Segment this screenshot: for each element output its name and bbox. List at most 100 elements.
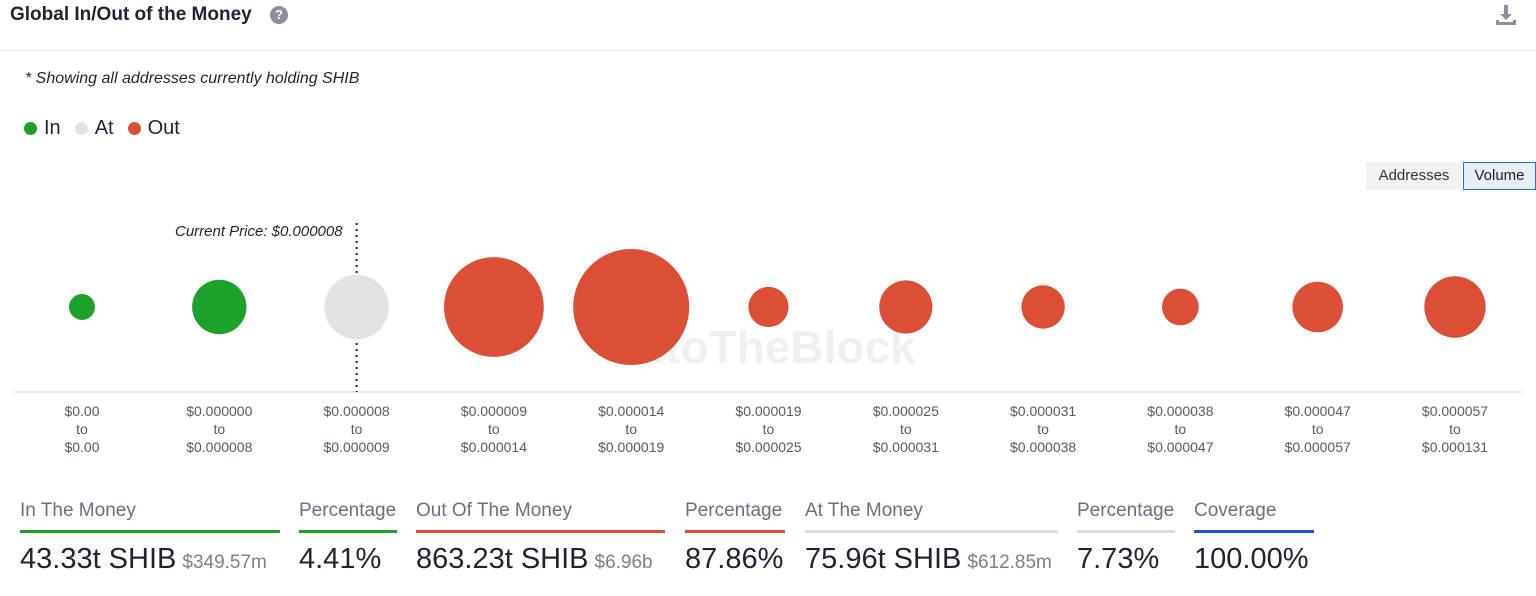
stat-block: Percentage 7.73% [1077,498,1175,576]
stat-value: 7.73% [1077,543,1175,576]
stat-label: At The Money [805,500,923,521]
stat-block: Coverage 100.00% [1194,498,1314,576]
stat-value: 75.96t SHIB $612.85m [805,543,1058,576]
tick-label-to-word: to [1449,421,1461,437]
stat-block: Out Of The Money 863.23t SHIB $6.96b [416,498,665,576]
tick-label-from: $0.000047 [1285,403,1351,419]
stat-main-value: 100.00% [1194,543,1309,575]
stat-main-value: 7.73% [1077,543,1160,575]
stat-label: Percentage [685,500,783,521]
stat-underline [1077,530,1175,533]
stat-block: Percentage 4.41% [299,498,397,576]
stat-block: In The Money 43.33t SHIB $349.57m [20,498,280,576]
legend-label-out: Out [147,117,180,139]
tick-label-from: $0.000038 [1147,403,1213,419]
tick-label-from: $0.000057 [1422,403,1488,419]
bubble-out[interactable] [573,249,690,365]
page-title: Global In/Out of the Money [10,4,252,25]
chart-header: Global In/Out of the Money ? [0,0,1536,51]
tick-label-from: $0.000025 [873,403,939,419]
tick-label-to: $0.000008 [186,439,252,455]
tick-label-to-word: to [1312,421,1324,437]
current-price-label: Current Price: $0.000008 [175,223,343,240]
legend: In At Out [24,117,194,140]
stat-label: Percentage [1077,500,1175,521]
bubble-out[interactable] [748,286,789,328]
tick-label-from: $0.000031 [1010,403,1076,419]
legend-dot-in [24,122,37,135]
legend-dot-at [74,122,88,135]
stat-label: In The Money [20,500,136,521]
tick-label-from: $0.00 [64,403,99,419]
stat-value: 4.41% [299,543,397,576]
bubble-out[interactable] [444,257,544,357]
tick-label-to: $0.000131 [1422,439,1488,455]
tick-label-from: $0.000008 [324,403,390,419]
tick-label-to-word: to [488,421,500,437]
stat-value: 43.33t SHIB $349.57m [20,543,280,576]
tick-label-to: $0.000057 [1285,439,1351,455]
volume-toggle-button[interactable]: Volume [1463,162,1536,190]
tick-label-to-word: to [351,421,363,437]
stat-value: 87.86% [685,543,785,576]
tick-label-to-word: to [763,421,775,437]
legend-item-in[interactable]: In [24,117,61,140]
bubble-in[interactable] [69,294,95,320]
stat-block: Percentage 87.86% [685,498,785,576]
stat-usd-value: $349.57m [182,552,267,573]
legend-dot-out [127,122,141,135]
bubble-in[interactable] [192,279,247,335]
holding-note: * Showing all addresses currently holdin… [25,70,360,87]
legend-label-at: At [94,117,114,139]
stat-main-value: 43.33t SHIB [20,543,177,575]
tick-label-to: $0.000038 [1010,439,1076,455]
tick-label-from: $0.000009 [461,403,527,419]
stats-row: In The Money 43.33t SHIB $349.57m Percentag… [0,498,1536,596]
tick-label-from: $0.000014 [598,403,664,419]
stat-label: Percentage [299,500,397,521]
help-circle-icon[interactable]: ? [270,6,288,24]
addresses-toggle-button[interactable]: Addresses [1366,162,1462,190]
bubble-out[interactable] [879,280,933,334]
tick-label-from: $0.000000 [186,403,252,419]
download-icon[interactable] [1494,3,1518,27]
legend-item-out[interactable]: Out [127,117,180,140]
tick-label-to-word: to [900,421,912,437]
legend-label-in: In [44,117,61,139]
tick-label-to: $0.000031 [873,439,939,455]
stat-label: Coverage [1194,500,1277,521]
stat-main-value: 863.23t SHIB [416,543,589,575]
stat-underline [20,530,280,533]
tick-label-from: $0.000019 [735,403,801,419]
stat-main-value: 75.96t SHIB [805,543,962,575]
tick-label-to: $0.000025 [735,439,801,455]
tick-label-to-word: to [1175,421,1187,437]
bubble-out[interactable] [1021,285,1065,329]
stat-underline [1194,530,1314,533]
tick-label-to-word: to [213,421,225,437]
stat-underline [805,530,1058,533]
tick-label-to: $0.000047 [1147,439,1213,455]
stat-usd-value: $612.85m [967,552,1052,573]
tick-label-to-word: to [76,421,88,437]
stat-block: At The Money 75.96t SHIB $612.85m [805,498,1058,576]
bubble-out[interactable] [1162,288,1199,326]
bubble-out[interactable] [1424,276,1486,338]
bubble-at[interactable] [324,274,389,340]
tick-label-to-word: to [1037,421,1049,437]
tick-label-to: $0.000019 [598,439,664,455]
tick-label-to: $0.000014 [461,439,527,455]
stat-label: Out Of The Money [416,500,572,521]
stat-underline [685,530,785,533]
legend-item-at[interactable]: At [74,117,114,140]
stat-usd-value: $6.96b [594,552,653,573]
tick-label-to-word: to [625,421,637,437]
bubble-out[interactable] [1292,281,1343,333]
stat-main-value: 4.41% [299,543,382,575]
stat-underline [416,530,665,533]
tick-label-to: $0.00 [64,439,99,455]
stat-underline [299,530,397,533]
stat-value: 100.00% [1194,543,1314,576]
tick-label-to: $0.000009 [324,439,390,455]
